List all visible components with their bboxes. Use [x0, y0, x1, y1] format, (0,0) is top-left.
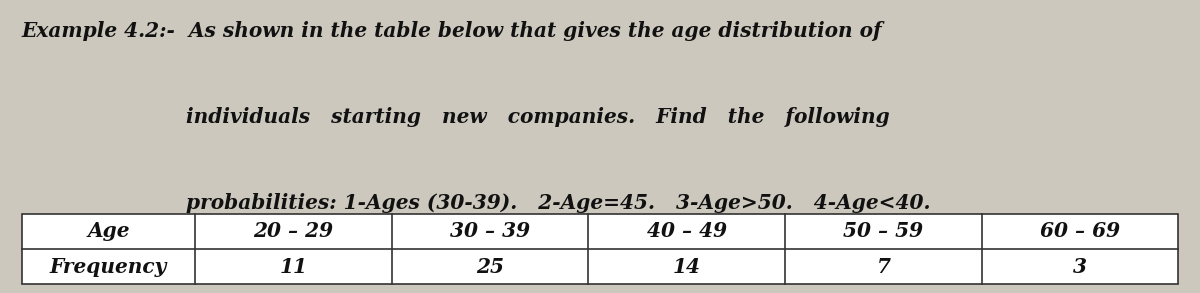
- Text: 60 – 69: 60 – 69: [1040, 222, 1120, 241]
- Text: 7: 7: [876, 257, 890, 277]
- Bar: [22, 214, 1178, 284]
- Text: individuals   starting   new   companies.   Find   the   following: individuals starting new companies. Find…: [186, 107, 889, 127]
- Text: 11: 11: [280, 257, 307, 277]
- Text: Frequency: Frequency: [49, 257, 167, 277]
- Text: Age: Age: [88, 222, 130, 241]
- Text: 25: 25: [476, 257, 504, 277]
- Text: 40 – 49: 40 – 49: [647, 222, 727, 241]
- Text: 3: 3: [1073, 257, 1087, 277]
- Text: 14: 14: [673, 257, 701, 277]
- Text: Example 4.2:-  As shown in the table below that gives the age distribution of: Example 4.2:- As shown in the table belo…: [22, 21, 882, 40]
- Text: 50 – 59: 50 – 59: [844, 222, 924, 241]
- Text: probabilities: 1-Ages (30-39).   2-Age=45.   3-Age>50.   4-Age<40.: probabilities: 1-Ages (30-39). 2-Age=45.…: [186, 193, 930, 213]
- Text: 30 – 39: 30 – 39: [450, 222, 530, 241]
- Text: 20 – 29: 20 – 29: [253, 222, 334, 241]
